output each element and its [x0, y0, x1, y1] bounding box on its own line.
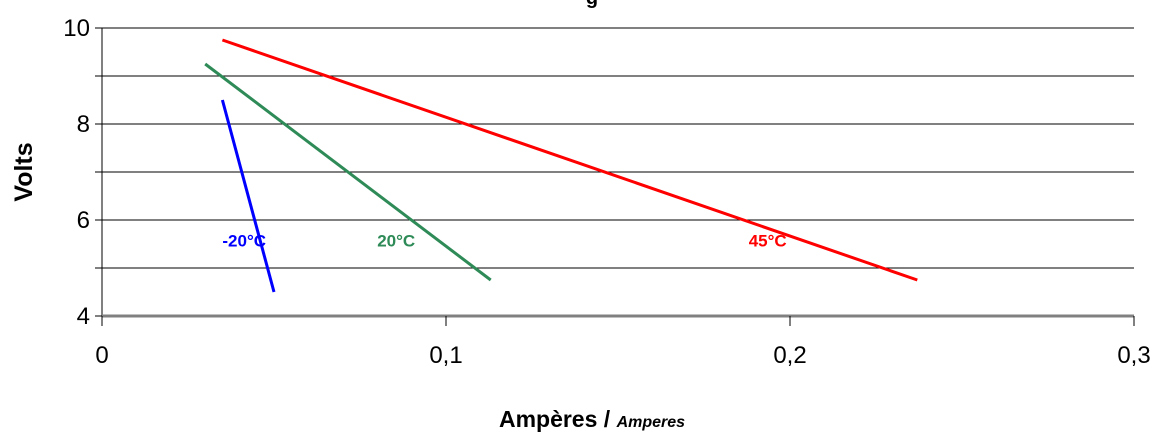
- y-tick-label: 6: [77, 207, 90, 234]
- x-tick-label: 0,1: [429, 342, 462, 369]
- y-tick-label: 8: [77, 111, 90, 138]
- y-tick-labels: 4 6 8 10: [63, 15, 90, 330]
- x-tick-label: 0,3: [1117, 342, 1150, 369]
- series-line: [221, 38, 918, 282]
- series-label: 45°C: [749, 231, 787, 250]
- chart-title: g: [586, 0, 598, 9]
- y-tick-label: 10: [63, 15, 90, 42]
- x-axis-label-main: Ampères /: [499, 406, 617, 432]
- x-tick-label: 0: [95, 342, 108, 369]
- y-tick-label: 4: [77, 303, 90, 330]
- x-tick-label: 0,2: [773, 342, 806, 369]
- axes: [95, 27, 1135, 326]
- series-line: [220, 99, 276, 293]
- series-label: -20°C: [222, 231, 266, 250]
- series-label: 20°C: [377, 231, 415, 250]
- x-axis-label: Ampères / Amperes: [499, 406, 685, 432]
- series-lines: [204, 38, 918, 293]
- series-line: [204, 62, 492, 282]
- gridlines: [102, 27, 1134, 269]
- series-labels: -20°C 20°C 45°C: [222, 231, 786, 250]
- x-tick-labels: 0 0,1 0,2 0,3: [95, 342, 1150, 369]
- y-axis-label: Volts: [10, 142, 38, 201]
- x-axis-label-italic: Amperes: [616, 414, 686, 431]
